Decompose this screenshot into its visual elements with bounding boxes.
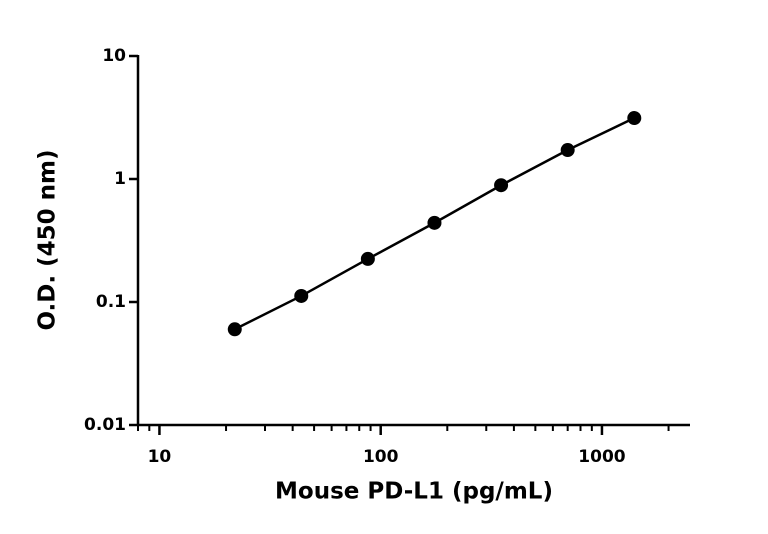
- data-point: [560, 143, 575, 158]
- data-point: [494, 178, 509, 193]
- data-point: [427, 215, 442, 230]
- data-point: [627, 111, 642, 126]
- y-tick-label: 10: [102, 46, 126, 66]
- x-tick-label: 1000: [578, 447, 625, 467]
- data-point: [360, 251, 375, 266]
- x-axis-label: Mouse PD-L1 (pg/mL): [275, 479, 553, 505]
- x-tick-label: 10: [148, 447, 172, 467]
- data-point: [227, 322, 242, 337]
- x-tick-label: 100: [363, 447, 399, 467]
- y-tick-label: 0.01: [84, 415, 126, 435]
- y-axis-label: O.D. (450 nm): [35, 149, 61, 330]
- y-tick-label: 1: [114, 169, 126, 189]
- data-point: [294, 288, 309, 303]
- y-tick-label: 0.1: [96, 292, 126, 312]
